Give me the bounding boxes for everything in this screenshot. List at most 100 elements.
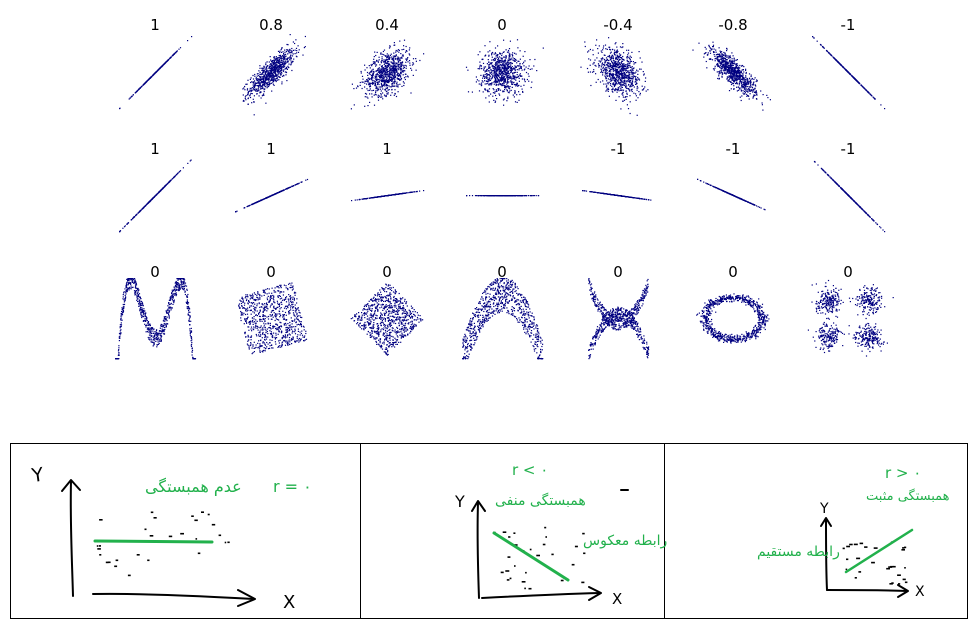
data-point bbox=[721, 65, 723, 67]
data-point bbox=[626, 67, 628, 69]
data-point bbox=[280, 69, 283, 71]
data-point bbox=[170, 179, 172, 182]
data-point bbox=[267, 79, 270, 81]
data-point bbox=[366, 96, 368, 98]
data-point bbox=[147, 79, 149, 81]
data-point bbox=[164, 185, 166, 187]
data-point bbox=[734, 72, 736, 74]
data-point bbox=[261, 73, 263, 75]
data-point bbox=[499, 71, 501, 73]
data-point bbox=[287, 60, 289, 62]
data-point bbox=[292, 60, 294, 63]
data-point bbox=[620, 73, 622, 75]
data-point bbox=[609, 74, 611, 76]
data-point bbox=[486, 89, 488, 91]
data-point bbox=[720, 63, 722, 65]
data-point bbox=[378, 86, 380, 88]
data-point bbox=[518, 74, 521, 76]
data-point bbox=[366, 67, 368, 69]
data-point bbox=[280, 73, 282, 75]
data-point bbox=[720, 72, 722, 74]
data-point bbox=[253, 88, 255, 90]
data-point bbox=[724, 57, 726, 60]
data-point bbox=[508, 48, 511, 50]
data-point bbox=[623, 81, 625, 83]
data-point bbox=[618, 72, 620, 74]
data-point bbox=[610, 58, 612, 60]
data-point bbox=[615, 70, 617, 72]
data-point bbox=[501, 75, 503, 77]
data-point bbox=[382, 75, 384, 77]
data-point bbox=[279, 66, 281, 68]
data-point bbox=[713, 51, 715, 53]
data-point bbox=[273, 67, 275, 69]
data-point bbox=[380, 90, 382, 92]
data-point bbox=[401, 54, 404, 56]
data-point bbox=[386, 69, 388, 71]
data-point bbox=[621, 65, 623, 67]
data-point bbox=[377, 60, 379, 62]
data-point bbox=[273, 63, 275, 65]
data-point bbox=[525, 66, 527, 68]
data-point bbox=[489, 74, 491, 76]
data-point bbox=[513, 81, 515, 83]
data-point bbox=[737, 66, 739, 68]
data-point bbox=[259, 82, 261, 84]
data-point bbox=[615, 74, 617, 76]
data-point bbox=[278, 54, 280, 57]
data-point bbox=[244, 89, 246, 91]
data-point bbox=[618, 82, 620, 84]
data-point bbox=[513, 72, 515, 74]
data-point bbox=[268, 61, 270, 63]
data-point bbox=[639, 94, 641, 96]
data-point bbox=[503, 51, 505, 53]
data-point bbox=[258, 75, 260, 77]
data-point bbox=[371, 90, 373, 92]
data-point bbox=[402, 64, 404, 66]
data-point bbox=[273, 75, 275, 77]
data-point bbox=[262, 76, 264, 78]
data-point bbox=[395, 51, 397, 53]
data-point bbox=[244, 207, 246, 209]
data-point bbox=[628, 83, 630, 86]
data-point bbox=[625, 90, 627, 92]
data-point bbox=[629, 76, 631, 78]
data-point bbox=[498, 75, 500, 78]
data-point bbox=[270, 65, 272, 67]
data-point bbox=[385, 79, 387, 81]
data-point bbox=[289, 59, 291, 61]
data-point bbox=[292, 53, 294, 55]
data-point bbox=[521, 75, 523, 77]
data-point bbox=[589, 59, 592, 61]
data-point bbox=[761, 102, 763, 104]
data-point bbox=[136, 213, 138, 216]
data-point bbox=[401, 71, 403, 73]
data-point bbox=[489, 66, 491, 68]
data-point bbox=[384, 61, 386, 63]
data-point bbox=[369, 88, 371, 90]
data-point bbox=[265, 102, 267, 104]
data-point bbox=[745, 76, 747, 78]
data-point bbox=[614, 43, 616, 45]
data-point bbox=[493, 53, 495, 55]
data-point bbox=[715, 51, 717, 53]
data-point bbox=[756, 80, 758, 82]
data-point bbox=[498, 81, 500, 83]
data-point bbox=[605, 72, 607, 74]
data-point bbox=[385, 81, 387, 83]
data-point bbox=[597, 52, 599, 54]
data-point bbox=[753, 84, 755, 86]
data-point bbox=[736, 86, 738, 88]
data-point bbox=[297, 45, 299, 47]
data-point bbox=[626, 87, 628, 90]
data-point bbox=[258, 82, 260, 84]
data-point bbox=[754, 94, 756, 96]
data-point bbox=[617, 60, 619, 62]
data-point bbox=[621, 76, 623, 78]
data-point bbox=[407, 75, 409, 77]
data-point bbox=[364, 105, 366, 107]
data-point bbox=[749, 93, 751, 95]
data-point bbox=[725, 63, 727, 65]
data-point bbox=[258, 85, 260, 87]
data-point bbox=[495, 84, 497, 86]
